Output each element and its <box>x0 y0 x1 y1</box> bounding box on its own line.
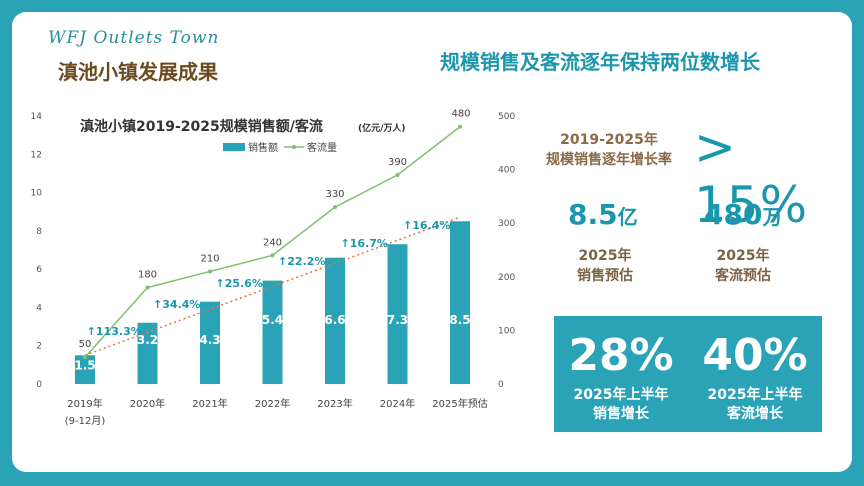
bar-value-label: 5.4 <box>262 313 283 327</box>
x-axis-category: 2024年 <box>380 397 415 410</box>
left-axis-tick: 10 <box>31 189 43 199</box>
x-axis-category: 2019年 <box>67 397 102 410</box>
h1-traffic-label: 2025年上半年 客流增长 <box>688 386 822 424</box>
growth-rate-label: 2019-2025年 规模销售逐年增长率 <box>524 130 694 170</box>
x-axis-category: 2020年 <box>130 397 165 410</box>
left-axis-tick: 6 <box>36 265 42 275</box>
right-axis-tick: 100 <box>498 326 515 336</box>
bar-sales <box>262 280 283 384</box>
right-axis-tick: 0 <box>498 380 504 390</box>
left-axis-tick: 4 <box>36 303 42 313</box>
page-title: 滇池小镇发展成果 <box>58 60 218 84</box>
h1-sales-label-line2: 销售增长 <box>593 406 649 422</box>
traffic-forecast-label-line1: 2025年 <box>716 248 770 264</box>
line-point <box>145 285 150 290</box>
growth-rate-label: ↑22.2% <box>278 255 325 268</box>
right-axis-tick: 300 <box>498 219 515 229</box>
h1-traffic-label-line1: 2025年上半年 <box>707 387 803 403</box>
left-axis-tick: 14 <box>31 112 43 122</box>
traffic-forecast-value: 480万 <box>704 198 782 231</box>
traffic-forecast-label: 2025年 客流预估 <box>688 246 798 286</box>
line-value-label: 210 <box>200 253 219 264</box>
x-axis-category-sub: (9-12月) <box>65 415 106 427</box>
x-axis-category: 2021年 <box>192 397 227 410</box>
x-axis-category: 2025年预估 <box>432 397 487 410</box>
traffic-forecast-unit: 万 <box>762 205 783 229</box>
h1-growth-box: 28% 40% 2025年上半年 销售增长 2025年上半年 客流增长 <box>554 316 822 432</box>
left-axis-tick: 12 <box>31 150 42 160</box>
legend-series-sales: 销售额 <box>248 141 278 154</box>
h1-traffic-pct: 40% <box>702 330 808 381</box>
sales-forecast-value: 8.5亿 <box>568 198 638 231</box>
sales-forecast-label-line2: 销售预估 <box>577 268 633 284</box>
growth-rate-label: ↑16.4% <box>403 219 450 232</box>
legend-bar-swatch <box>223 143 245 151</box>
left-axis-tick: 0 <box>36 380 42 390</box>
bar-value-label: 6.6 <box>324 313 345 327</box>
line-value-label: 330 <box>325 189 344 200</box>
right-axis-tick: 200 <box>498 273 515 283</box>
line-point <box>270 253 275 258</box>
legend-series-traffic: 客流量 <box>307 141 337 154</box>
right-axis-tick: 500 <box>498 112 515 122</box>
trend-line <box>84 216 461 356</box>
left-axis-tick: 2 <box>36 342 42 352</box>
left-axis-tick: 8 <box>36 227 42 237</box>
line-point <box>208 269 212 274</box>
bar-value-label: 7.3 <box>387 313 408 327</box>
chart-legend: 销售额 客流量 <box>223 141 337 154</box>
bar-sales <box>450 221 470 384</box>
sales-forecast-label-line1: 2025年 <box>578 248 632 264</box>
growth-rate-value: > 15% <box>694 118 809 234</box>
h1-sales-label: 2025年上半年 销售增长 <box>554 386 688 424</box>
sales-forecast-label: 2025年 销售预估 <box>550 246 660 286</box>
legend-line-dot <box>292 145 296 149</box>
x-axis-category: 2023年 <box>317 397 352 410</box>
traffic-forecast-label-line2: 客流预估 <box>715 268 771 284</box>
line-point <box>83 355 87 360</box>
growth-rate-label-line2: 规模销售逐年增长率 <box>546 152 672 168</box>
bar-value-label: 1.5 <box>74 358 95 372</box>
sales-forecast-unit: 亿 <box>617 205 638 229</box>
growth-rate-label: ↑34.4% <box>153 298 200 311</box>
growth-rate-label: ↑25.6% <box>216 277 263 290</box>
x-axis-category: 2022年 <box>255 397 290 410</box>
headline: 规模销售及客流逐年保持两位数增长 <box>440 50 760 74</box>
bar-value-label: 8.5 <box>449 313 470 327</box>
bar-sales <box>325 257 345 384</box>
bar-sales <box>75 355 95 384</box>
chart-title-unit: (亿元/万人) <box>358 122 406 134</box>
h1-sales-label-line1: 2025年上半年 <box>573 387 669 403</box>
bar-value-label: 4.3 <box>199 333 220 347</box>
line-value-label: 240 <box>263 237 282 248</box>
brand-logo-text: WFJ Outlets Town <box>48 28 220 48</box>
bar-sales <box>137 322 158 384</box>
traffic-forecast-number: 480 <box>704 198 763 231</box>
line-value-label: 390 <box>388 157 407 168</box>
right-axis-tick: 400 <box>498 166 515 176</box>
bar-sales <box>200 301 220 384</box>
line-point <box>458 124 462 129</box>
growth-rate-label-line1: 2019-2025年 <box>560 132 658 148</box>
line-point <box>333 205 337 210</box>
line-value-label: 180 <box>138 270 157 281</box>
bar-value-label: 3.2 <box>137 333 158 347</box>
line-value-label: 50 <box>79 339 92 350</box>
chart-title: 滇池小镇2019-2025规模销售额/客流 <box>80 118 323 135</box>
line-value-label: 480 <box>451 109 470 120</box>
bar-sales <box>387 244 408 384</box>
growth-rate-label: ↑16.7% <box>341 237 388 250</box>
growth-rate-label: ↑113.3% <box>87 325 142 338</box>
h1-sales-pct: 28% <box>568 330 674 381</box>
h1-traffic-label-line2: 客流增长 <box>727 406 783 422</box>
line-point <box>395 172 400 177</box>
sales-forecast-number: 8.5 <box>568 198 618 231</box>
